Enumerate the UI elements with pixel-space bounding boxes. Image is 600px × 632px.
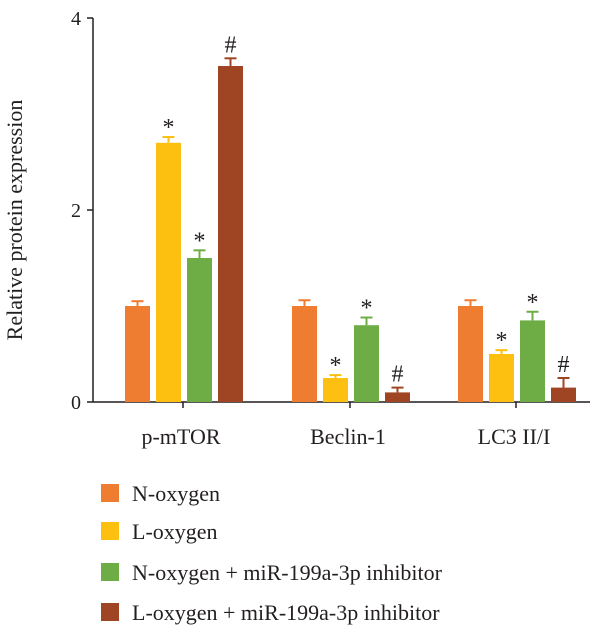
x-category-label: p-mTOR — [141, 424, 220, 449]
y-axis-label: Relative protein expression — [2, 100, 27, 341]
legend-swatch — [101, 563, 119, 581]
x-category-label: Beclin-1 — [310, 424, 386, 449]
legend: N-oxygen L-oxygen N-oxygen + miR-199a-3p i… — [101, 481, 443, 625]
significance-marker: * — [163, 115, 175, 141]
bar — [125, 306, 150, 402]
y-tick-label: 4 — [71, 8, 81, 30]
significance-marker: # — [392, 362, 404, 388]
bars: * * * * * * # # # — [125, 32, 576, 403]
legend-swatch — [101, 522, 119, 540]
legend-swatch — [101, 484, 119, 502]
bar — [354, 325, 379, 402]
significance-marker: * — [330, 353, 342, 379]
significance-marker: * — [361, 296, 373, 322]
significance-marker: # — [225, 32, 237, 58]
significance-marker: # — [558, 352, 570, 378]
y-tick-label: 2 — [71, 200, 81, 222]
significance-marker: * — [527, 290, 539, 316]
legend-label: N-oxygen + miR-199a-3p inhibitor — [132, 560, 443, 585]
bar — [458, 306, 483, 402]
bar — [323, 378, 348, 402]
legend-swatch — [101, 603, 119, 621]
y-tick-label: 0 — [71, 392, 81, 414]
x-category-label: LC3 II/I — [478, 424, 551, 449]
axes: 0 2 4 Relative protein expression p-mTOR Becl… — [2, 8, 590, 449]
bar — [489, 354, 514, 402]
bar — [385, 392, 410, 402]
significance-marker: * — [496, 328, 508, 354]
legend-label: N-oxygen — [132, 481, 220, 506]
bar — [187, 258, 212, 402]
bar — [551, 387, 576, 402]
legend-label: L-oxygen + miR-199a-3p inhibitor — [132, 600, 440, 625]
bar — [292, 306, 317, 402]
bar — [520, 320, 545, 402]
bar — [218, 66, 243, 402]
significance-marker: * — [194, 228, 206, 254]
legend-label: L-oxygen — [132, 519, 218, 544]
bar — [156, 142, 181, 403]
